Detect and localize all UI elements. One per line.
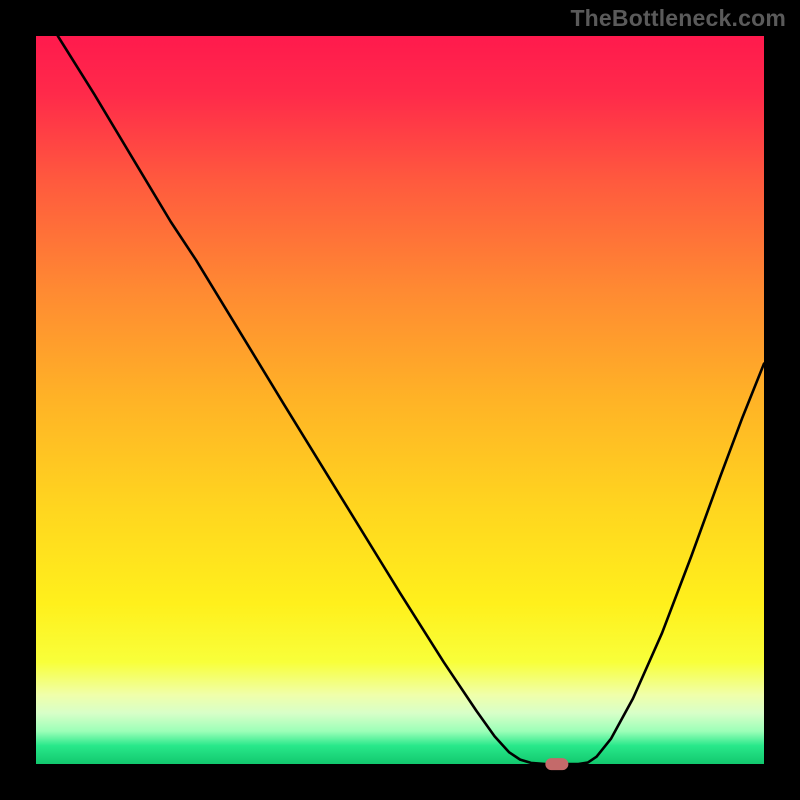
- attribution-label: TheBottleneck.com: [570, 5, 786, 32]
- chart-frame: TheBottleneck.com: [0, 0, 800, 800]
- optimal-marker: [545, 758, 568, 770]
- bottleneck-curve: [36, 36, 764, 764]
- plot-area: [36, 36, 764, 764]
